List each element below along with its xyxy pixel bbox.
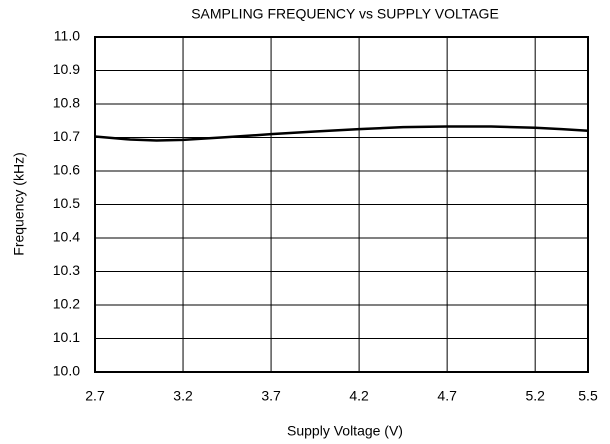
x-tick-label: 5.5 — [578, 388, 598, 404]
y-tick-label: 10.4 — [53, 229, 80, 245]
x-tick-label: 3.7 — [261, 388, 281, 404]
y-tick-label: 10.1 — [53, 329, 80, 345]
y-tick-label: 10.3 — [53, 262, 80, 278]
x-tick-label: 5.2 — [525, 388, 545, 404]
y-tick-label: 10.7 — [53, 128, 80, 144]
chart-title: SAMPLING FREQUENCY vs SUPPLY VOLTAGE — [191, 6, 499, 22]
y-tick-label: 10.0 — [53, 363, 80, 379]
x-tick-label: 4.7 — [437, 388, 457, 404]
y-tick-label: 10.9 — [53, 61, 80, 77]
y-tick-label: 10.2 — [53, 296, 80, 312]
x-tick-label: 2.7 — [85, 388, 105, 404]
x-axis-label: Supply Voltage (V) — [287, 423, 403, 439]
x-tick-label: 4.2 — [349, 388, 369, 404]
y-tick-label: 10.6 — [53, 162, 80, 178]
y-tick-label: 10.5 — [53, 195, 80, 211]
y-tick-label: 10.8 — [53, 95, 80, 111]
data-line — [94, 125, 589, 142]
x-tick-label: 3.2 — [173, 388, 193, 404]
y-axis-label: Frequency (kHz) — [11, 152, 27, 255]
y-tick-label: 11.0 — [54, 28, 80, 44]
plot-frame — [94, 36, 589, 373]
